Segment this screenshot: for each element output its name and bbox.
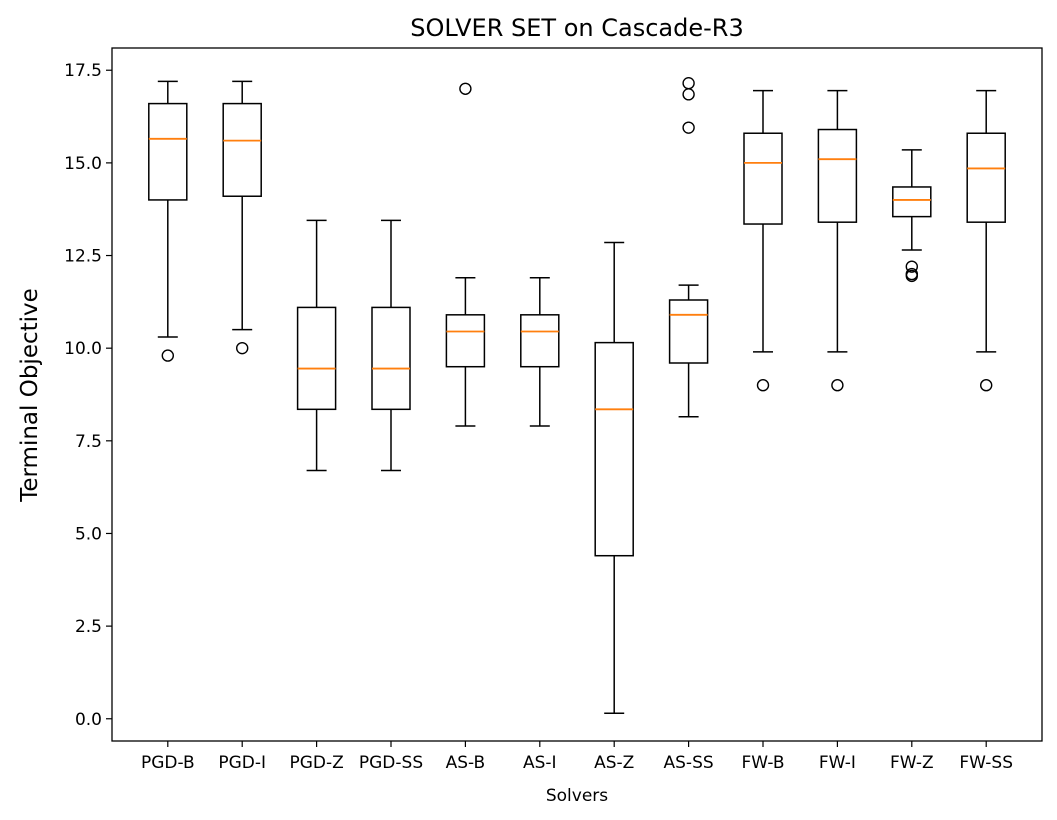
y-tick-label: 7.5	[75, 432, 102, 452]
x-axis-label: Solvers	[546, 786, 608, 806]
box-as-z	[594, 241, 634, 714]
box-pgd-b	[148, 80, 188, 362]
y-tick-label: 17.5	[64, 61, 102, 81]
x-tick-label: AS-I	[523, 753, 557, 773]
y-tick-label: 15.0	[64, 154, 102, 174]
x-tick-label: PGD-I	[218, 753, 266, 773]
iqr-box	[966, 132, 1006, 223]
y-tick-label: 2.5	[75, 617, 102, 637]
outlier-point	[682, 88, 695, 101]
box-as-i	[520, 277, 560, 427]
iqr-box	[594, 341, 634, 557]
iqr-box	[892, 186, 932, 218]
iqr-box	[743, 132, 783, 225]
x-tick-label: PGD-B	[141, 753, 195, 773]
iqr-box	[668, 299, 709, 364]
outlier-point	[980, 379, 993, 392]
outlier-point	[161, 349, 175, 362]
outlier-point	[235, 341, 249, 355]
outlier-point	[682, 77, 695, 90]
box-fw-ss	[966, 89, 1006, 392]
x-tick-label: FW-I	[819, 753, 856, 773]
iqr-box	[445, 314, 486, 368]
x-tick-label: PGD-Z	[289, 753, 343, 773]
y-tick-label: 5.0	[75, 524, 102, 544]
box-fw-b	[743, 89, 783, 392]
iqr-box	[520, 314, 560, 368]
x-tick-label: FW-SS	[959, 753, 1013, 773]
y-tick-label: 10.0	[64, 339, 102, 359]
iqr-box	[222, 102, 262, 197]
box-fw-z	[892, 149, 932, 283]
iqr-box	[296, 306, 337, 411]
y-axis: 0.0 2.5 5.0 7.5 10.0 12.5 15.0 17.5	[64, 61, 112, 730]
iqr-box	[148, 102, 188, 201]
outlier-point	[905, 267, 918, 281]
outlier-point	[831, 379, 844, 392]
x-tick-label: AS-SS	[664, 753, 714, 773]
outlier-point	[459, 82, 472, 95]
outlier-point	[682, 121, 695, 134]
box-fw-i	[817, 89, 858, 392]
y-axis-label: Terminal Objective	[17, 288, 43, 503]
x-tick-label: FW-Z	[890, 753, 934, 773]
box-pgd-i	[222, 80, 262, 355]
x-tick-label: FW-B	[741, 753, 784, 773]
chart-title: SOLVER SET on Cascade-R3	[410, 14, 743, 42]
axes-frame	[111, 47, 1043, 742]
iqr-box	[371, 306, 411, 411]
outlier-point	[905, 260, 918, 273]
y-tick-label: 0.0	[75, 710, 102, 730]
x-tick-label: AS-B	[446, 753, 486, 773]
y-tick-label: 12.5	[64, 247, 102, 267]
iqr-box	[817, 128, 858, 223]
box-pgd-z	[296, 219, 337, 472]
box-as-b	[445, 82, 486, 427]
plot-area	[148, 77, 1006, 714]
box-as-ss	[668, 77, 709, 418]
box-pgd-ss	[371, 219, 411, 472]
x-axis: PGD-B PGD-I PGD-Z PGD-SS AS-B AS-I AS-Z AS-SS FW…	[141, 741, 1013, 773]
outlier-point	[756, 379, 770, 392]
x-tick-label: AS-Z	[594, 753, 634, 773]
x-tick-label: PGD-SS	[359, 753, 423, 773]
